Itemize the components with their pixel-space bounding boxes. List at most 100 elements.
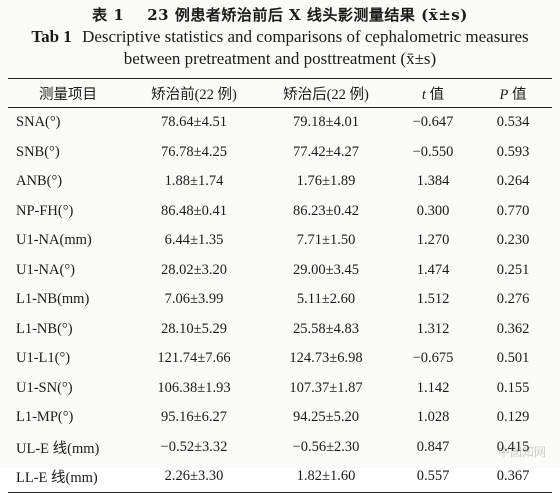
cell-pretreatment: 7.06±3.99 <box>164 291 224 308</box>
cell-p-value: 0.155 <box>496 379 530 396</box>
cell-measure-item: U1-NA(mm) <box>16 232 92 249</box>
table-row: SNB(°) 76.78±4.25 77.42±4.27 −0.550 0.593 <box>8 138 552 168</box>
header-p-suffix: 值 <box>508 86 527 103</box>
cell-p-value: 0.251 <box>496 261 530 278</box>
cell-p-value: 0.501 <box>496 350 530 367</box>
cell-posttreatment: 79.18±4.01 <box>293 114 359 131</box>
cell-pretreatment: 6.44±1.35 <box>164 232 224 249</box>
table-number-en: Tab 1 <box>31 27 72 46</box>
cell-posttreatment: −0.56±2.30 <box>292 438 360 455</box>
cell-pretreatment: 28.10±5.29 <box>161 320 227 337</box>
cell-pretreatment: 1.88±1.74 <box>164 173 224 190</box>
cell-pretreatment: 86.48±0.41 <box>161 202 227 219</box>
cephalometric-results-table: 测量项目 矫治前(22 例) 矫治后(22 例) t 值 P 值 SNA(°) 7… <box>8 78 552 493</box>
table-row: L1-MP(°) 95.16±6.27 94.25±5.20 1.028 0.129 <box>8 403 552 433</box>
table-row: UL-E 线(mm) −0.52±3.32 −0.56±2.30 0.847 0.415 <box>8 433 552 463</box>
cell-t-value: 0.557 <box>392 462 474 493</box>
cell-pretreatment: 121.74±7.66 <box>157 350 231 367</box>
cell-pretreatment: 76.78±4.25 <box>161 143 227 160</box>
cell-pretreatment: −0.52±3.32 <box>160 438 228 455</box>
cell-posttreatment: 77.42±4.27 <box>293 143 359 160</box>
cell-t-value: 0.847 <box>416 438 450 455</box>
header-p-value: P 值 <box>474 78 552 108</box>
cell-t-value: 0.300 <box>416 202 450 219</box>
cell-posttreatment: 94.25±5.20 <box>293 409 359 426</box>
table-caption-chinese: 表 1 23 例患者矫治前后 X 线头影测量结果 (x̄±s) <box>0 4 560 25</box>
cell-t-value: −0.675 <box>412 350 454 367</box>
cell-measure-item: ANB(°) <box>16 173 63 190</box>
table-row: U1-SN(°) 106.38±1.93 107.37±1.87 1.142 0.155 <box>8 374 552 404</box>
cell-p-value: 0.129 <box>496 409 530 426</box>
cell-p-value: 0.362 <box>496 320 530 337</box>
table-row: U1-NA(°) 28.02±3.20 29.00±3.45 1.474 0.251 <box>8 256 552 286</box>
table-title-en-suffix: (x̄±s) <box>400 49 437 68</box>
cell-posttreatment: 1.82±1.60 <box>260 462 392 493</box>
cell-p-value: 0.230 <box>496 232 530 249</box>
table-title-cn-suffix: (x̄±s) <box>421 6 468 24</box>
cell-posttreatment: 86.23±0.42 <box>293 202 359 219</box>
cell-measure-item: U1-SN(°) <box>16 379 73 396</box>
table-header-row: 测量项目 矫治前(22 例) 矫治后(22 例) t 值 P 值 <box>8 78 552 108</box>
cell-measure-item: LL-E 线(mm) <box>8 462 128 493</box>
table-title-en: Descriptive statistics and comparisons o… <box>82 27 529 68</box>
table-number-cn: 表 1 <box>92 6 125 24</box>
cell-t-value: 1.028 <box>416 409 450 426</box>
header-p-symbol: P <box>499 86 509 103</box>
table-body: SNA(°) 78.64±4.51 79.18±4.01 −0.647 0.534 SNB… <box>8 108 552 493</box>
cell-posttreatment: 7.71±1.50 <box>296 232 356 249</box>
cell-t-value: 1.512 <box>416 291 450 308</box>
table-row: U1-L1(°) 121.74±7.66 124.73±6.98 −0.675 0.50… <box>8 344 552 374</box>
cell-p-value: 0.534 <box>496 114 530 131</box>
header-t-symbol: t <box>421 86 426 103</box>
cell-measure-item: SNA(°) <box>16 114 61 131</box>
cell-measure-item: SNB(°) <box>16 143 60 160</box>
cell-t-value: 1.142 <box>416 379 450 396</box>
table-row: L1-NB(°) 28.10±5.29 25.58±4.83 1.312 0.362 <box>8 315 552 345</box>
cell-p-value: 0.367 <box>474 462 552 493</box>
cell-measure-item: U1-L1(°) <box>16 350 71 367</box>
cell-t-value: 1.474 <box>416 261 450 278</box>
cell-p-value: 0.415 <box>496 438 530 455</box>
cell-posttreatment: 107.37±1.87 <box>289 379 363 396</box>
cell-t-value: −0.647 <box>412 114 454 131</box>
cell-pretreatment: 95.16±6.27 <box>161 409 227 426</box>
table-row: U1-NA(mm) 6.44±1.35 7.71±1.50 1.270 0.230 <box>8 226 552 256</box>
header-t-value: t 值 <box>392 78 474 108</box>
table-row: LL-E 线(mm) 2.26±3.30 1.82±1.60 0.557 0.367 <box>8 462 552 493</box>
cell-measure-item: U1-NA(°) <box>16 261 75 278</box>
cell-pretreatment: 106.38±1.93 <box>157 379 231 396</box>
cell-posttreatment: 1.76±1.89 <box>296 173 356 190</box>
table-row: ANB(°) 1.88±1.74 1.76±1.89 1.384 0.264 <box>8 167 552 197</box>
cell-p-value: 0.770 <box>496 202 530 219</box>
cell-t-value: 1.312 <box>416 320 450 337</box>
cell-posttreatment: 5.11±2.60 <box>296 291 356 308</box>
cell-pretreatment: 2.26±3.30 <box>128 462 260 493</box>
cell-pretreatment: 28.02±3.20 <box>161 261 227 278</box>
header-measure-item: 测量项目 <box>8 78 128 108</box>
cell-t-value: 1.384 <box>416 173 450 190</box>
watermark-text: 中国知网 <box>497 445 546 459</box>
cell-p-value: 0.593 <box>496 143 530 160</box>
header-posttreatment: 矫治后(22 例) <box>260 78 392 108</box>
table-row: NP-FH(°) 86.48±0.41 86.23±0.42 0.300 0.770 <box>8 197 552 227</box>
cell-t-value: 1.270 <box>416 232 450 249</box>
table-row: SNA(°) 78.64±4.51 79.18±4.01 −0.647 0.534 <box>8 108 552 138</box>
paper-page: 表 1 23 例患者矫治前后 X 线头影测量结果 (x̄±s) Tab 1 De… <box>0 4 560 493</box>
header-t-suffix: 值 <box>425 86 445 103</box>
cell-t-value: −0.550 <box>412 143 454 160</box>
cell-measure-item: L1-MP(°) <box>16 409 74 426</box>
cell-pretreatment: 78.64±4.51 <box>161 114 227 131</box>
cell-measure-item: UL-E 线(mm) <box>16 440 100 457</box>
table-caption-english: Tab 1 Descriptive statistics and compari… <box>6 26 554 70</box>
table-title-cn: 23 例患者矫治前后 X 线头影测量结果 <box>147 6 416 24</box>
table-row: L1-NB(mm) 7.06±3.99 5.11±2.60 1.512 0.276 <box>8 285 552 315</box>
cell-posttreatment: 124.73±6.98 <box>289 350 363 367</box>
cell-measure-item: NP-FH(°) <box>16 202 74 219</box>
cell-measure-item: L1-NB(°) <box>16 320 73 337</box>
header-pretreatment: 矫治前(22 例) <box>128 78 260 108</box>
cell-posttreatment: 25.58±4.83 <box>293 320 359 337</box>
cell-measure-item: L1-NB(mm) <box>16 291 90 308</box>
cell-posttreatment: 29.00±3.45 <box>293 261 359 278</box>
cell-p-value: 0.264 <box>496 173 530 190</box>
cell-p-value: 0.276 <box>496 291 530 308</box>
